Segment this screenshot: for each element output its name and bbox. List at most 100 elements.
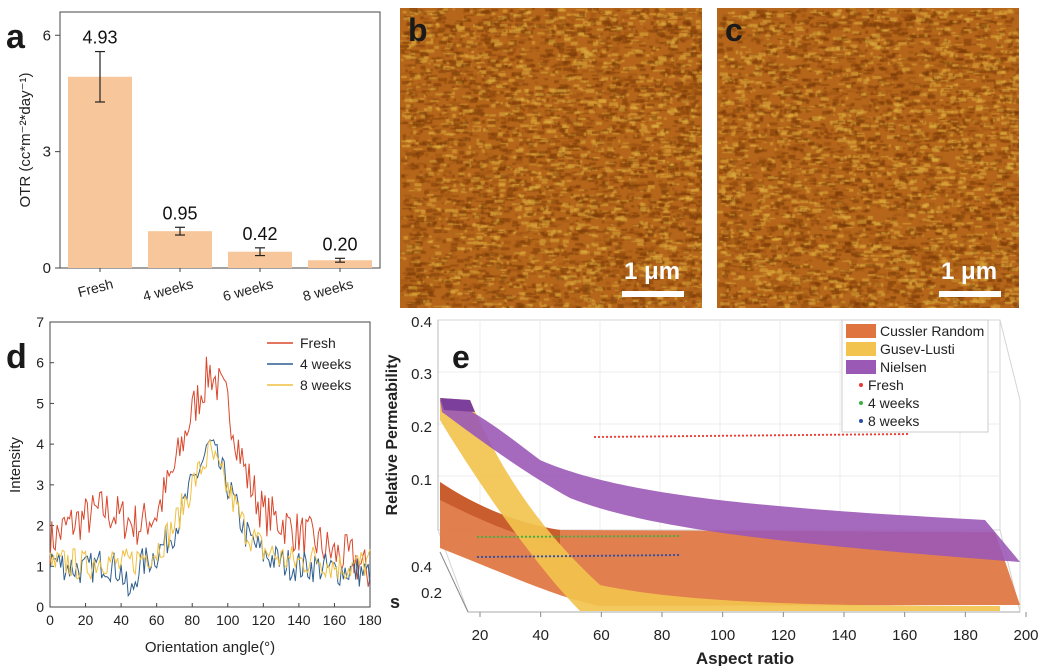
data-point (801, 433, 805, 437)
data-point (480, 535, 484, 539)
data-point (865, 433, 869, 436)
vertical-edge (999, 319, 1021, 401)
s-tick-label: 0.2 (421, 585, 442, 602)
surface-nielsen (440, 400, 1020, 562)
data-point (628, 554, 632, 557)
x-tick-label: 120 (252, 612, 276, 628)
data-point (664, 534, 668, 538)
s-tick-label: 0.4 (411, 559, 432, 576)
x-tick-label: 100 (710, 627, 735, 644)
data-point (785, 434, 789, 437)
x-tick-label: 140 (287, 612, 311, 628)
data-point (572, 554, 576, 558)
data-point (600, 535, 604, 538)
data-point (668, 553, 672, 557)
data-point (616, 554, 620, 557)
y-tick-label: 0.4 (411, 314, 432, 331)
data-point (584, 554, 588, 558)
data-point (508, 535, 512, 538)
data-point (733, 434, 737, 437)
data-point (693, 434, 697, 438)
data-point (648, 535, 652, 538)
data-point (476, 535, 480, 539)
data-point (685, 435, 689, 438)
data-point (604, 554, 608, 557)
data-point (717, 434, 721, 437)
x-tick-label: 60 (593, 627, 610, 644)
series-line (49, 356, 371, 587)
data-point (572, 535, 576, 538)
legend-swatch (859, 401, 863, 405)
data-point (536, 535, 540, 538)
data-point (813, 433, 817, 437)
data-point (745, 434, 749, 437)
data-point (897, 433, 901, 436)
data-point (809, 433, 813, 437)
data-point (681, 435, 685, 438)
data-point (564, 555, 568, 558)
data-point (608, 535, 612, 538)
data-point (492, 535, 496, 539)
y-tick-label: 4 (36, 436, 44, 452)
data-point (837, 433, 841, 436)
data-point (705, 434, 709, 438)
data-point (528, 535, 532, 538)
panel-e-ylabel: Relative Permeability (384, 354, 401, 515)
bar (148, 231, 212, 268)
data-point (520, 555, 524, 558)
legend-box (841, 319, 989, 433)
data-point (773, 434, 777, 437)
data-point (833, 433, 837, 436)
surface-nielsen-edge (440, 398, 475, 412)
y-tick-label: 7 (36, 314, 44, 330)
data-point (576, 535, 580, 538)
data-point (689, 434, 693, 438)
data-point (657, 435, 661, 438)
data-point (593, 435, 597, 439)
panel-d-plot-frame (49, 321, 371, 608)
data-point (797, 433, 801, 437)
data-point (492, 555, 496, 558)
data-point (664, 554, 668, 557)
scalebar (939, 291, 1001, 297)
legend-label: 8 weeks (300, 377, 351, 393)
data-point (636, 535, 640, 538)
legend-label: 4 weeks (300, 356, 351, 372)
data-point (660, 534, 664, 538)
data-point (568, 535, 572, 538)
data-point (637, 435, 641, 438)
x-tick-label: 40 (113, 612, 129, 628)
afm-texture (400, 8, 702, 308)
x-tick-label: 120 (771, 627, 796, 644)
data-point (648, 554, 652, 557)
data-point (484, 535, 488, 539)
data-point (757, 434, 761, 437)
legend-label: 8 weeks (868, 413, 919, 429)
data-point (496, 535, 500, 539)
series-line (49, 438, 371, 580)
data-point (620, 554, 624, 557)
data-point (488, 535, 492, 539)
data-point (532, 535, 536, 538)
x-tick-label: 200 (1013, 627, 1038, 644)
panel-d-legend: Fresh 4 weeks 8 weeks (267, 335, 351, 393)
data-point (625, 435, 629, 438)
data-point (845, 433, 849, 436)
y-tick-label: 0 (43, 260, 51, 277)
x-tick-label: 80 (654, 627, 671, 644)
s-axis-line (439, 551, 469, 613)
bar (68, 76, 132, 268)
data-point (805, 433, 809, 437)
data-point (612, 535, 616, 538)
data-point (661, 435, 665, 438)
x-tick-label: 80 (184, 612, 200, 628)
legend-swatch (846, 324, 876, 338)
data-point (656, 554, 660, 557)
data-point (817, 433, 821, 436)
data-point (616, 535, 620, 538)
data-point (673, 435, 677, 438)
panel-e-axes: 0.1 0.2 0.3 0.4 0.2 0.4 20 40 60 80 100 120 140 160 18… (411, 314, 1038, 644)
data-point (753, 434, 757, 437)
x-tick-label: 20 (472, 627, 489, 644)
data-point (869, 433, 873, 436)
